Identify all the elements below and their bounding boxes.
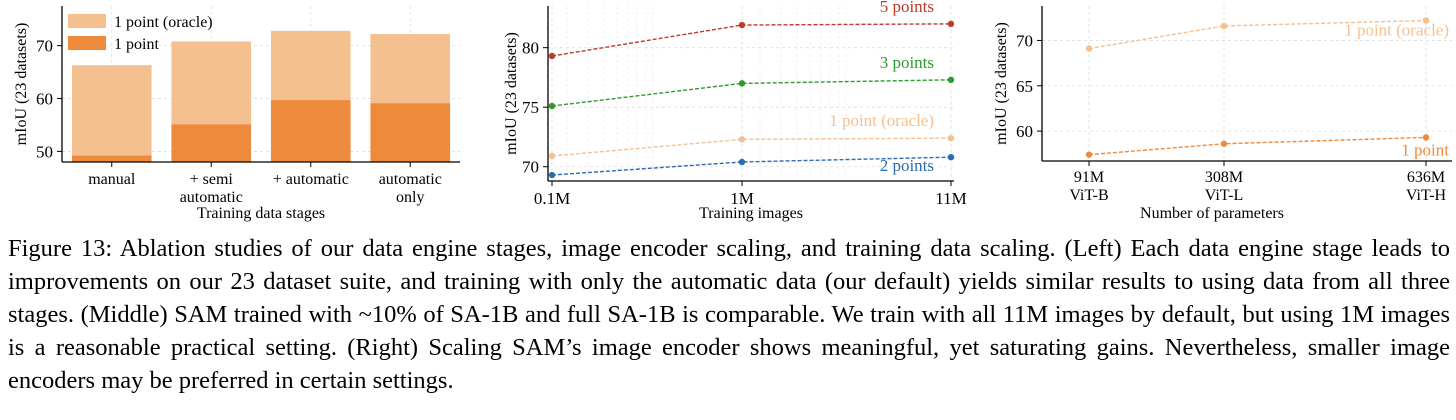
chart-right-x-tick-label: 636M [1407, 169, 1445, 186]
chart-middle-y-tick-label: 70 [522, 158, 539, 177]
chart-right-point [1085, 45, 1093, 52]
chart-left-x-tick-label: automatic [379, 171, 442, 188]
chart-right-x-tick-label: ViT-H [1406, 187, 1447, 204]
chart-middle-point [947, 153, 955, 161]
chart-middle-x-tick-label: 0.1M [534, 189, 570, 208]
chart-left-bar [171, 124, 252, 162]
chart-middle-point [947, 134, 955, 142]
chart-middle-x-axis-label: Training images [699, 205, 803, 222]
chart-right-point [1422, 134, 1430, 141]
chart-middle-point [738, 158, 746, 166]
figure-caption: Figure 13: Ablation studies of our data … [8, 235, 1450, 394]
chart-right-series-line [1088, 136, 1427, 156]
chart-middle-y-axis-label: mIoU (23 datasets) [503, 32, 520, 155]
chart-left-x-tick-label: + automatic [273, 171, 349, 188]
chart-right-series-label: 1 point (oracle) [1344, 21, 1449, 40]
chart-middle-point [548, 102, 556, 110]
chart-right-point [1220, 22, 1228, 30]
chart-middle-point [738, 80, 746, 87]
chart-right-series-line [1088, 19, 1427, 50]
chart-left-x-tick-label: manual [88, 171, 136, 188]
chart-middle-point [548, 52, 556, 60]
chart-left-y-tick-label: 50 [36, 142, 53, 161]
chart-left-bar [370, 103, 451, 162]
chart-left-legend-label: 1 point [114, 36, 159, 53]
chart-left-legend-swatch [68, 14, 106, 28]
chart-middle-series-line [551, 137, 952, 157]
chart-right-y-axis-label: mIoU (23 datasets) [993, 22, 1010, 145]
chart-left-legend-swatch [68, 36, 106, 50]
chart-middle-series-label: 5 points [880, 0, 934, 16]
chart-left-bar [71, 155, 152, 162]
chart-right-y-tick-label: 65 [1016, 77, 1033, 96]
chart-middle-point [738, 21, 746, 29]
chart-left-legend-label: 1 point (oracle) [114, 14, 213, 31]
chart-middle-series-line [551, 156, 952, 176]
chart-right-y-tick-label: 70 [1016, 31, 1033, 50]
chart-right-point [1422, 17, 1430, 24]
chart-middle-y-tick-label: 80 [522, 39, 539, 58]
chart-right-x-tick-label: ViT-B [1069, 187, 1108, 204]
chart-left-bar [71, 65, 152, 162]
chart-middle-y-tick-label: 75 [522, 98, 539, 117]
chart-left-x-tick-label: automatic [180, 189, 243, 206]
chart-middle-series-line [551, 23, 952, 57]
chart-right-x-tick-label: ViT-L [1205, 187, 1243, 204]
chart-middle-series-label: 3 points [880, 53, 934, 72]
chart-right-point [1220, 140, 1228, 147]
chart-middle-point [548, 171, 556, 179]
chart-middle-point [947, 20, 955, 28]
chart-right-point [1085, 151, 1093, 158]
chart-left-y-tick-label: 60 [36, 90, 53, 109]
chart-right-x-axis-label: Number of parameters [1140, 205, 1284, 222]
chart-middle-point [738, 136, 746, 143]
chart-left-bar [270, 100, 351, 162]
chart-right-series-label: 1 point [1401, 140, 1449, 159]
chart-left-y-tick-label: 70 [36, 37, 53, 56]
chart-middle-x-tick-label: 11M [935, 189, 967, 208]
chart-middle-point [548, 152, 556, 160]
chart-middle-x-tick-label: 1M [730, 189, 754, 208]
chart-middle-series-label: 2 points [880, 156, 934, 175]
chart-left-x-axis-label: Training data stages [197, 205, 325, 222]
chart-left-x-tick-label: + semi [190, 171, 234, 188]
chart-right-x-tick-label: 91M [1074, 169, 1104, 186]
chart-left-x-tick-label: only [396, 189, 424, 206]
chart-middle-series-label: 1 point (oracle) [829, 111, 934, 130]
chart-middle-series-line [551, 79, 952, 107]
chart-right-y-tick-label: 60 [1016, 122, 1033, 141]
chart-right-x-tick-label: 308M [1205, 169, 1243, 186]
chart-middle-point [947, 76, 955, 84]
chart-left-y-axis-label: mIoU (23 datasets) [13, 23, 30, 146]
